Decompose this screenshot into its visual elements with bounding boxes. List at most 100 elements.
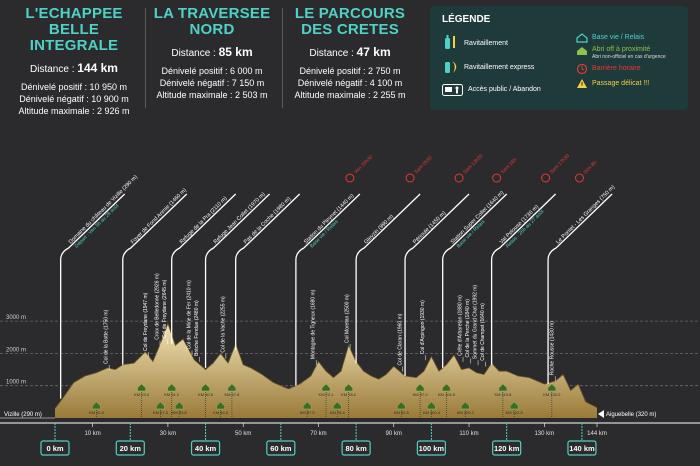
- race-title: LA TRAVERSEE: [153, 5, 271, 22]
- km-badge: 40 km: [190, 423, 221, 456]
- shelter-icon: [227, 383, 237, 392]
- shelter-label: KM 97.0: [413, 392, 429, 397]
- race-title: L'ECHAPPEE BELLE: [25, 5, 123, 38]
- end-arrow-icon: [598, 410, 604, 418]
- y-tick-label: 1000 m: [6, 380, 26, 386]
- pass-label: Col de Freydane (1947 m): [143, 292, 149, 351]
- km-badge-label: 80 km: [345, 444, 367, 453]
- shelter-label: KM 44.0: [213, 410, 229, 415]
- shelter-icon: [167, 383, 176, 392]
- profile-fill: [55, 323, 597, 418]
- y-tick-label: 2000 m: [6, 347, 26, 353]
- km-badge-box: [341, 440, 371, 456]
- end-label: Aiguebelle (320 m): [606, 412, 656, 418]
- waypoint-sub: Départ : Ven 5h au 28 août: [74, 202, 121, 249]
- waypoint-leader: [547, 193, 613, 385]
- pass-label: Brèche Fendue (2480 m): [194, 300, 200, 356]
- access-icon: [442, 84, 463, 96]
- clock-icon: [405, 173, 415, 183]
- race-d-pos: Dénivelé positif : 10 950 m: [20, 82, 128, 92]
- shelter-icon: [547, 383, 557, 392]
- pass-label: Crête d'Arbaretan (1880 m): [458, 295, 464, 356]
- shelter-label: KM 75.4: [330, 410, 346, 415]
- shelter-icon: [344, 383, 353, 392]
- race-alt-max: Altitude maximale : 2 926 m: [18, 106, 130, 116]
- distance-value: 85 km: [218, 45, 253, 59]
- km-badge-box: [266, 440, 296, 456]
- km-badge-label: 100 km: [419, 444, 445, 453]
- waypoint-leader: [204, 193, 271, 368]
- shelter-label: KM 31.2: [164, 392, 180, 397]
- shelter-label: KM 47.8: [224, 392, 240, 397]
- shelter-icon: [333, 401, 342, 410]
- profile-area: [54, 322, 598, 418]
- shelter-label: KM 132.0: [543, 392, 561, 397]
- legend-base-vie: Base vie / Relais: [592, 34, 645, 41]
- km-badges: 0 km 20 km 40 km 60 km 80 km 100 km 120 km 140 …: [40, 423, 597, 456]
- pass-label: Croix de Belledonne (2926 m): [155, 273, 161, 340]
- legend-ravitaillement-express: Ravitaillement express: [464, 64, 535, 71]
- distance-label: Distance :: [171, 48, 216, 59]
- clock-icon: [454, 173, 464, 183]
- shelter-label: KM 40.5: [198, 392, 214, 397]
- waypoint-label: Foyer de Fond Arimie (1460 m): [130, 187, 188, 245]
- km-badge-box: [115, 440, 145, 456]
- warning-icon: [577, 79, 587, 88]
- pass-label: Col Moretan (2500 m): [345, 294, 351, 343]
- race-alt-max: Altitude maximale : 2 255 m: [294, 90, 406, 100]
- race-d-neg: Dénivelé négatif : 10 900 m: [19, 94, 129, 104]
- km-badge: 80 km: [341, 423, 371, 456]
- pass-label: Col de la Botte (1750 m): [104, 309, 110, 364]
- legend-ravitaillement: Ravitaillement: [464, 40, 508, 47]
- waypoint-leader: [122, 193, 188, 365]
- race-distance: Distance : 85 km: [148, 46, 276, 60]
- base-vie-icon: [576, 33, 588, 43]
- shelter-icon: [498, 383, 508, 392]
- clock-icon: [541, 173, 551, 183]
- x-tick-label: 70 km: [310, 431, 326, 437]
- race-d-pos: Dénivelé positif : 2 750 m: [299, 66, 401, 76]
- shelter-icon: [509, 401, 519, 410]
- legend: LÉGENDE Ravitaillement Ravitaillement ex…: [430, 6, 688, 110]
- shelter-label: KM 27.5: [153, 410, 169, 415]
- shelter-icon: [201, 383, 210, 392]
- km-badge-box: [416, 440, 446, 456]
- shelter-label: KM 92.8: [394, 410, 410, 415]
- shelter-icon: [156, 401, 165, 410]
- vertical-labels: Col de la Botte (1750 m) Col de Freydane …: [104, 273, 556, 382]
- race-alt-max: Altitude maximale : 2 503 m: [156, 90, 268, 100]
- x-tick-label: 130 km: [534, 431, 554, 437]
- waypoint-label: Gleyzin (990 m): [363, 214, 395, 246]
- pass-label: Sommet du Grand Chat (1992 m): [473, 285, 479, 360]
- distance-label: Distance :: [309, 48, 354, 59]
- clock-icon: [576, 63, 588, 75]
- pass-label: Montagne de Tigneux (1680 m): [311, 289, 317, 359]
- shelter-icon: [174, 401, 184, 410]
- race-distance: Distance : 47 km: [286, 46, 414, 60]
- km-badge-label: 0 km: [46, 444, 63, 453]
- shelter-label: KM 72.1: [319, 392, 335, 397]
- race-title-2: DES CRETES: [301, 21, 399, 38]
- shelter-label: KM 33.8: [172, 410, 188, 415]
- km-badge: 0 km: [40, 423, 70, 456]
- race-title-2: NORD: [189, 21, 235, 38]
- pass-label: Col de la Perche (1840 m): [465, 299, 471, 358]
- x-tick-label: 110 km: [459, 431, 478, 437]
- x-tick-label: 144 km: [587, 431, 607, 437]
- shelter-icon: [92, 401, 101, 410]
- shelter-icon: [137, 383, 146, 392]
- race-d-neg: Dénivelé négatif : 4 100 m: [297, 78, 403, 88]
- waypoint-leader: [235, 193, 301, 351]
- legend-acces: Accès public / Abandon: [468, 86, 541, 93]
- km-badge: 120 km: [492, 423, 522, 456]
- legend-title: LÉGENDE: [442, 14, 491, 25]
- km-badge: 60 km: [266, 423, 296, 456]
- pass-label: Col de la Mine de Fer (2410 m): [187, 280, 193, 350]
- x-tick-label: 50 km: [235, 431, 251, 437]
- shelter-icon: [415, 383, 425, 392]
- waypoint-label: Périoule (1450 m): [412, 210, 447, 245]
- waypoint-leader: [355, 193, 421, 364]
- start-label: Vizille (290 m): [4, 412, 42, 418]
- km-badge-box: [492, 440, 522, 456]
